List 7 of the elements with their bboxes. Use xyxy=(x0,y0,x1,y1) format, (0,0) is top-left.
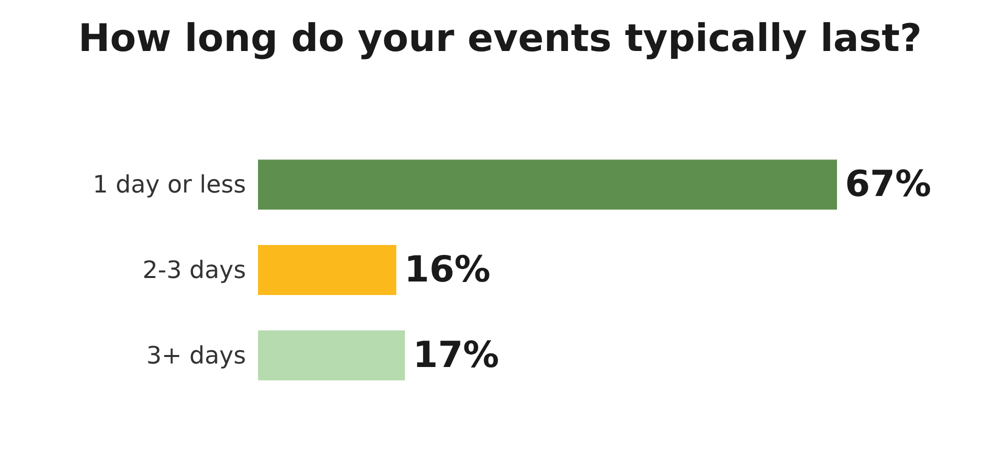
data-label: 16% xyxy=(404,250,490,290)
data-label: 17% xyxy=(412,334,500,376)
chart-title: How long do your events typically last? xyxy=(78,16,922,60)
y-tick-label: 2-3 days xyxy=(142,256,246,284)
y-tick-label: 3+ days xyxy=(146,341,246,370)
data-label: 67% xyxy=(845,164,932,206)
y-tick-label: 1 day or less xyxy=(92,170,246,199)
